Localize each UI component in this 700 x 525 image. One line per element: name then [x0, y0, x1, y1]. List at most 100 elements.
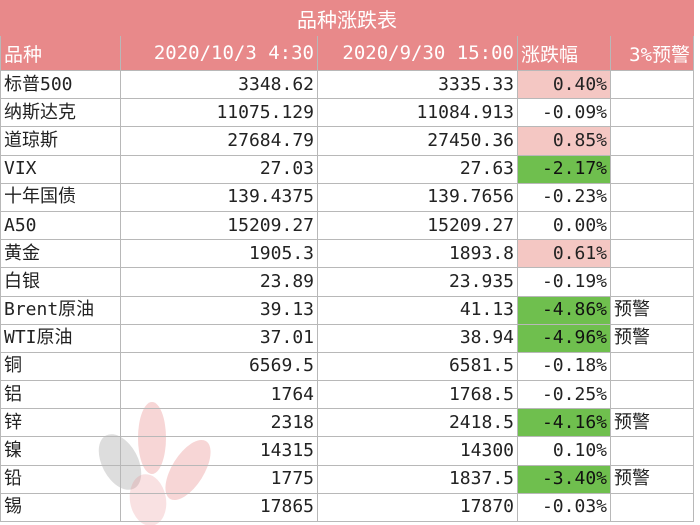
previous-price-cell[interactable]: 23.935 [317, 267, 518, 297]
current-price-cell[interactable]: 1905.3 [120, 239, 318, 269]
change-cell[interactable]: 0.85% [517, 126, 611, 156]
current-price-cell[interactable]: 1775 [120, 464, 318, 494]
table-row: 铝 1764 1768.5 -0.25% [0, 380, 695, 410]
header-previous[interactable]: 2020/9/30 15:00 [317, 35, 518, 71]
change-cell[interactable]: -4.96% [517, 323, 611, 353]
current-price-cell[interactable]: 27.03 [120, 154, 318, 184]
alert-cell[interactable]: 预警 [609, 464, 695, 494]
current-price-cell[interactable]: 14315 [120, 436, 318, 466]
table-row: WTI原油 37.01 38.94 -4.96% 预警 [0, 323, 695, 353]
table-row: 铅 1775 1837.5 -3.40% 预警 [0, 464, 695, 494]
table-row: VIX 27.03 27.63 -2.17% [0, 154, 695, 184]
alert-cell[interactable] [609, 239, 695, 269]
current-price-cell[interactable]: 15209.27 [120, 210, 318, 241]
change-cell[interactable]: -0.09% [517, 98, 611, 128]
name-cell[interactable]: WTI原油 [0, 323, 121, 353]
table-row: 白银 23.89 23.935 -0.19% [0, 267, 695, 297]
table-row: 标普500 3348.62 3335.33 0.40% [0, 69, 695, 100]
current-price-cell[interactable]: 23.89 [120, 267, 318, 297]
alert-cell[interactable] [609, 267, 695, 297]
current-price-cell[interactable]: 17865 [120, 492, 318, 523]
alert-cell[interactable] [609, 351, 695, 382]
name-cell[interactable]: 十年国债 [0, 182, 121, 212]
change-cell[interactable]: -3.40% [517, 464, 611, 494]
table-row: 纳斯达克 11075.129 11084.913 -0.09% [0, 98, 695, 128]
header-change[interactable]: 涨跌幅 [517, 35, 611, 71]
current-price-cell[interactable]: 27684.79 [120, 126, 318, 156]
current-price-cell[interactable]: 39.13 [120, 295, 318, 325]
name-cell[interactable]: 镍 [0, 436, 121, 466]
previous-price-cell[interactable]: 15209.27 [317, 210, 518, 241]
change-cell[interactable]: -0.18% [517, 351, 611, 382]
table-row: Brent原油 39.13 41.13 -4.86% 预警 [0, 295, 695, 325]
name-cell[interactable]: 黄金 [0, 239, 121, 269]
current-price-cell[interactable]: 1764 [120, 380, 318, 410]
table-row: A50 15209.27 15209.27 0.00% [0, 210, 695, 241]
change-cell[interactable]: -4.86% [517, 295, 611, 325]
change-cell[interactable]: -0.03% [517, 492, 611, 523]
change-cell[interactable]: 0.10% [517, 436, 611, 466]
name-cell[interactable]: 铅 [0, 464, 121, 494]
previous-price-cell[interactable]: 6581.5 [317, 351, 518, 382]
alert-cell[interactable] [609, 98, 695, 128]
name-cell[interactable]: 铜 [0, 351, 121, 382]
previous-price-cell[interactable]: 1893.8 [317, 239, 518, 269]
alert-cell[interactable]: 预警 [609, 295, 695, 325]
previous-price-cell[interactable]: 27450.36 [317, 126, 518, 156]
header-alert[interactable]: 3%预警 [609, 35, 695, 71]
name-cell[interactable]: VIX [0, 154, 121, 184]
previous-price-cell[interactable]: 38.94 [317, 323, 518, 353]
alert-cell[interactable] [609, 492, 695, 523]
previous-price-cell[interactable]: 3335.33 [317, 69, 518, 100]
name-cell[interactable]: 标普500 [0, 69, 121, 100]
name-cell[interactable]: A50 [0, 210, 121, 241]
alert-cell[interactable]: 预警 [609, 323, 695, 353]
previous-price-cell[interactable]: 41.13 [317, 295, 518, 325]
alert-cell[interactable] [609, 436, 695, 466]
current-price-cell[interactable]: 139.4375 [120, 182, 318, 212]
name-cell[interactable]: 锌 [0, 408, 121, 438]
change-cell[interactable]: 0.40% [517, 69, 611, 100]
current-price-cell[interactable]: 6569.5 [120, 351, 318, 382]
previous-price-cell[interactable]: 1837.5 [317, 464, 518, 494]
change-cell[interactable]: -2.17% [517, 154, 611, 184]
current-price-cell[interactable]: 11075.129 [120, 98, 318, 128]
previous-price-cell[interactable]: 139.7656 [317, 182, 518, 212]
current-price-cell[interactable]: 3348.62 [120, 69, 318, 100]
alert-cell[interactable] [609, 210, 695, 241]
name-cell[interactable]: 白银 [0, 267, 121, 297]
header-name[interactable]: 品种 [0, 35, 121, 71]
table-row: 镍 14315 14300 0.10% [0, 436, 695, 466]
header-current[interactable]: 2020/10/3 4:30 [120, 35, 318, 71]
table-title-row: 品种涨跌表 [0, 0, 695, 36]
name-cell[interactable]: 锡 [0, 492, 121, 523]
previous-price-cell[interactable]: 17870 [317, 492, 518, 523]
change-cell[interactable]: 0.00% [517, 210, 611, 241]
previous-price-cell[interactable]: 14300 [317, 436, 518, 466]
table-row: 黄金 1905.3 1893.8 0.61% [0, 239, 695, 269]
current-price-cell[interactable]: 37.01 [120, 323, 318, 353]
table-row: 锌 2318 2418.5 -4.16% 预警 [0, 408, 695, 438]
name-cell[interactable]: Brent原油 [0, 295, 121, 325]
change-cell[interactable]: 0.61% [517, 239, 611, 269]
name-cell[interactable]: 道琼斯 [0, 126, 121, 156]
alert-cell[interactable] [609, 182, 695, 212]
previous-price-cell[interactable]: 11084.913 [317, 98, 518, 128]
table-title: 品种涨跌表 [0, 0, 695, 36]
previous-price-cell[interactable]: 27.63 [317, 154, 518, 184]
alert-cell[interactable] [609, 380, 695, 410]
current-price-cell[interactable]: 2318 [120, 408, 318, 438]
change-cell[interactable]: -0.19% [517, 267, 611, 297]
name-cell[interactable]: 纳斯达克 [0, 98, 121, 128]
alert-cell[interactable] [609, 154, 695, 184]
alert-cell[interactable]: 预警 [609, 408, 695, 438]
previous-price-cell[interactable]: 2418.5 [317, 408, 518, 438]
alert-cell[interactable] [609, 69, 695, 100]
change-cell[interactable]: -4.16% [517, 408, 611, 438]
previous-price-cell[interactable]: 1768.5 [317, 380, 518, 410]
name-cell[interactable]: 铝 [0, 380, 121, 410]
change-cell[interactable]: -0.25% [517, 380, 611, 410]
alert-cell[interactable] [609, 126, 695, 156]
change-cell[interactable]: -0.23% [517, 182, 611, 212]
